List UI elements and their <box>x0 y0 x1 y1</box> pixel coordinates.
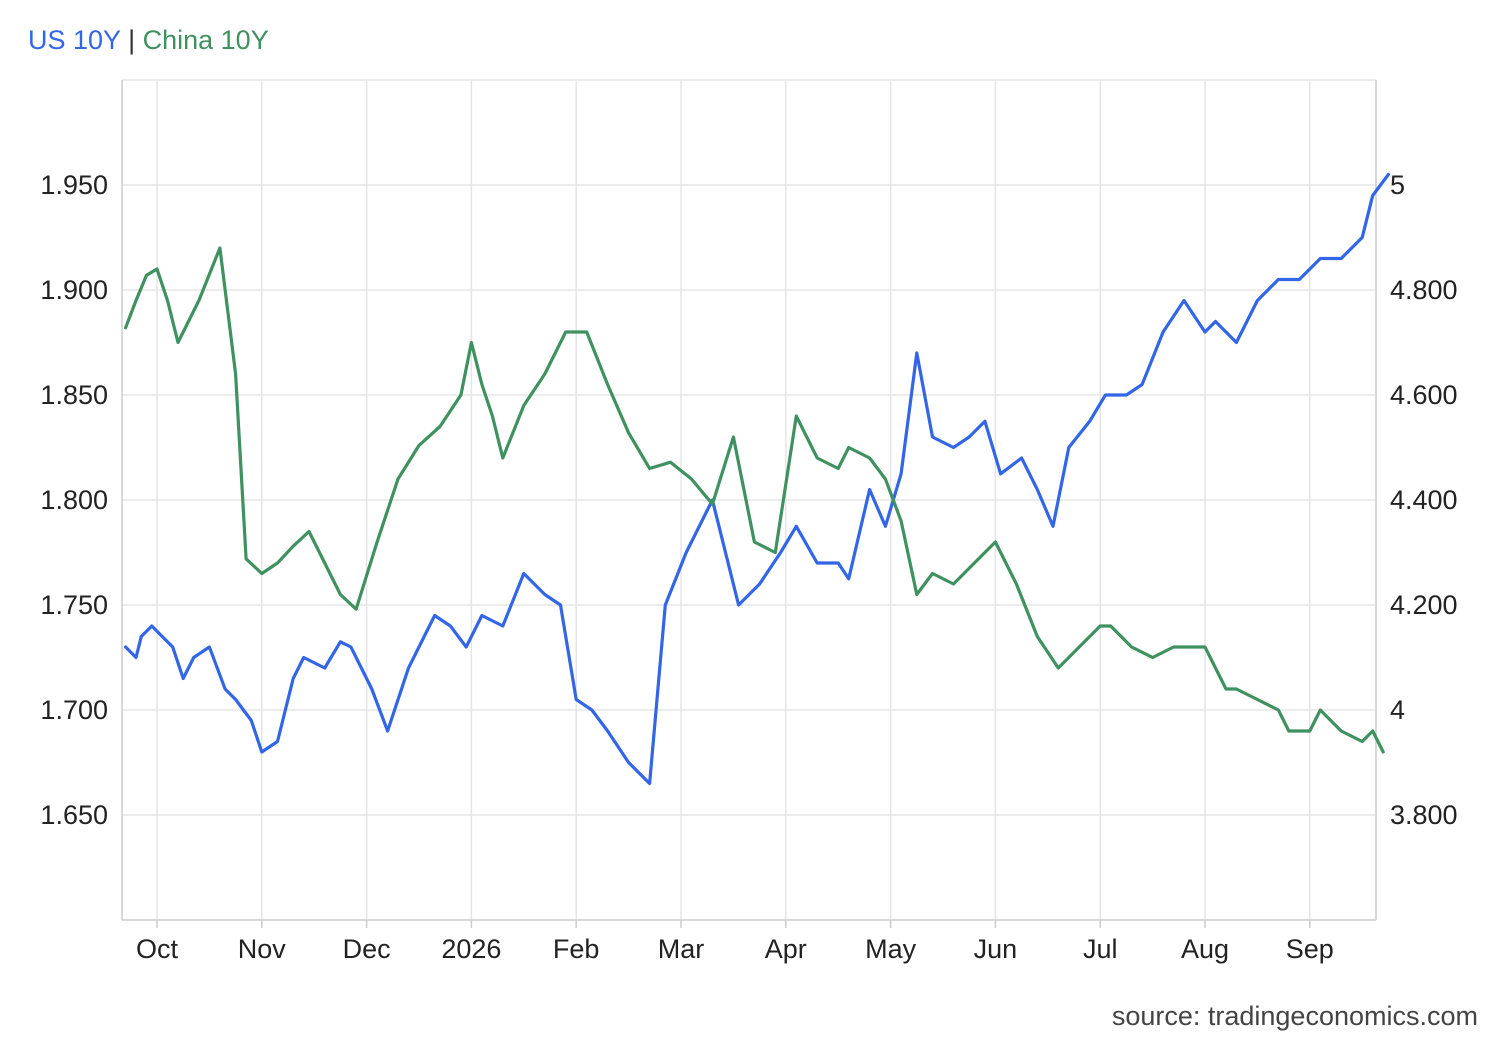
y-right-tick-label: 4.400 <box>1390 485 1458 515</box>
y-right-tick-label: 4.600 <box>1390 380 1458 410</box>
source-credit: source: tradingeconomics.com <box>1111 1001 1478 1031</box>
y-right-tick-label: 3.800 <box>1390 800 1458 830</box>
x-tick-label: May <box>865 934 917 964</box>
y-left-tick-label: 1.950 <box>40 170 108 200</box>
y-left-tick-label: 1.900 <box>40 275 108 305</box>
y-left-tick-label: 1.800 <box>40 485 108 515</box>
y-left-tick-label: 1.650 <box>40 800 108 830</box>
y-left-tick-label: 1.850 <box>40 380 108 410</box>
x-tick-label: Oct <box>136 934 179 964</box>
legend-separator: | <box>128 25 136 55</box>
legend-china-10y[interactable]: China 10Y <box>142 25 269 55</box>
y-left-tick-label: 1.750 <box>40 590 108 620</box>
x-tick-label: Apr <box>765 934 807 964</box>
y-right-tick-label: 4.200 <box>1390 590 1458 620</box>
x-tick-label: Feb <box>553 934 600 964</box>
x-tick-label: Jun <box>974 934 1018 964</box>
y-right-tick-label: 4.800 <box>1390 275 1458 305</box>
legend-us-10y[interactable]: US 10Y <box>28 25 121 55</box>
x-tick-label: Sep <box>1286 934 1334 964</box>
x-tick-label: Jul <box>1083 934 1118 964</box>
us-10y-line <box>123 172 1391 786</box>
x-tick-label: Aug <box>1181 934 1229 964</box>
x-tick-label: Nov <box>238 934 287 964</box>
y-right-tick-label: 5 <box>1390 170 1405 200</box>
x-tick-label: 2026 <box>441 934 501 964</box>
x-tick-label: Dec <box>343 934 391 964</box>
x-tick-label: Mar <box>658 934 705 964</box>
y-right-tick-label: 4 <box>1390 695 1405 725</box>
chart-legend: US 10Y | China 10Y <box>28 22 269 58</box>
china-10y-line <box>123 246 1385 754</box>
y-left-tick-label: 1.700 <box>40 695 108 725</box>
